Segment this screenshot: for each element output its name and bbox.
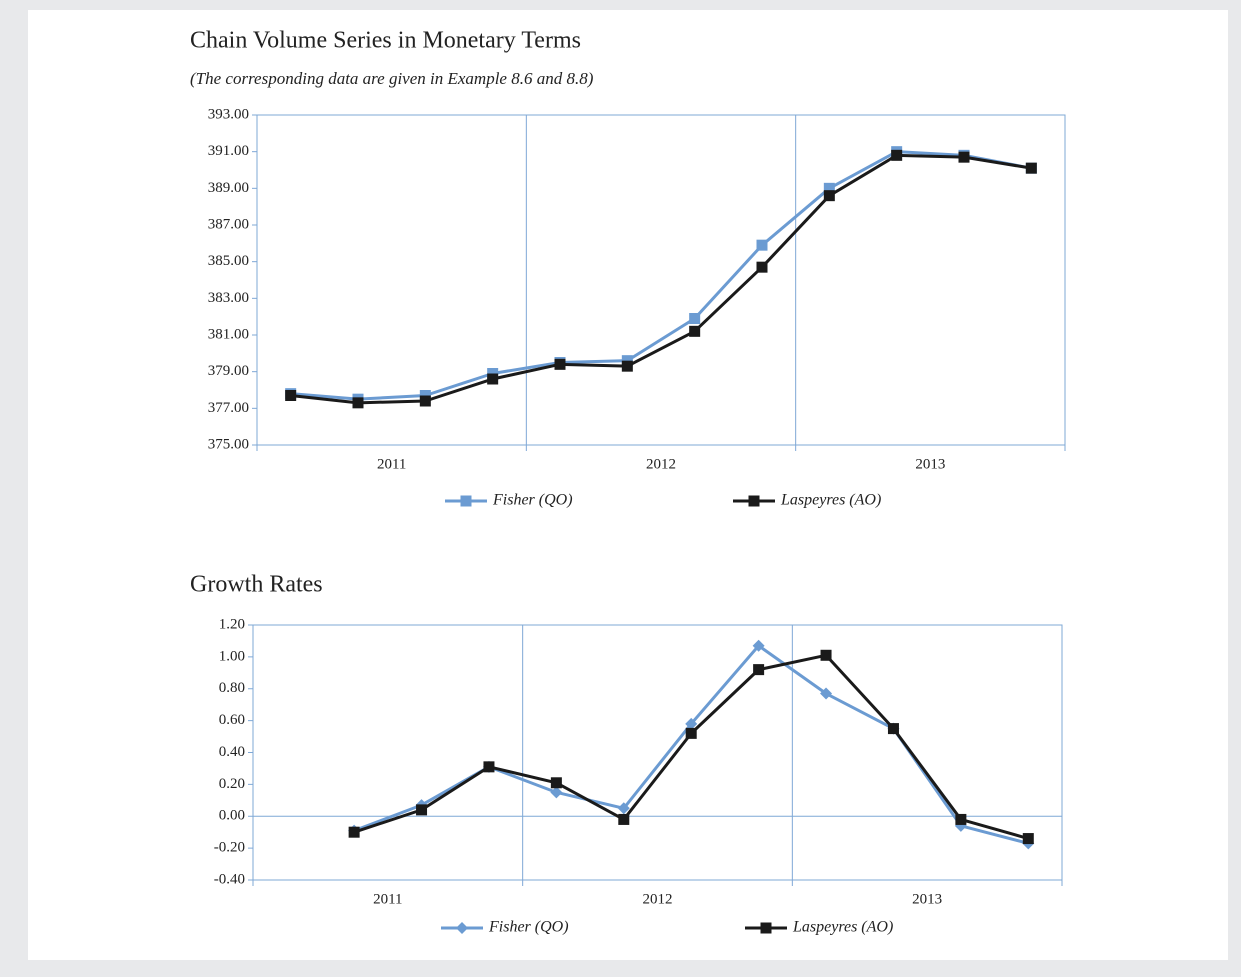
y-tick-label: 383.00 bbox=[208, 290, 249, 306]
x-tick-label: 2012 bbox=[643, 891, 673, 907]
y-tick-label: 375.00 bbox=[208, 436, 249, 452]
series-line bbox=[290, 150, 1032, 401]
y-tick-label: 0.20 bbox=[219, 776, 245, 792]
plot-area bbox=[256, 114, 1066, 446]
marker bbox=[483, 761, 495, 773]
legend-label: Laspeyres (AO) bbox=[792, 919, 893, 936]
chart-title: Growth Rates bbox=[190, 572, 323, 598]
legend-label: Laspeyres (AO) bbox=[780, 492, 881, 509]
chart-title: Chain Volume Series in Monetary Terms bbox=[190, 28, 581, 54]
x-tick-label: 2012 bbox=[646, 456, 676, 472]
marker bbox=[689, 313, 701, 324]
y-tick-label: 0.00 bbox=[219, 808, 245, 824]
chart-subtitle: (The corresponding data are given in Exa… bbox=[190, 69, 594, 88]
marker bbox=[285, 390, 297, 401]
x-tick-label: 2013 bbox=[915, 456, 945, 472]
series-line bbox=[290, 153, 1032, 405]
y-tick-label: -0.20 bbox=[214, 840, 245, 856]
y-tick-label: 379.00 bbox=[208, 363, 249, 379]
marker bbox=[621, 360, 633, 372]
x-tick-label: 2013 bbox=[912, 891, 942, 907]
marker bbox=[823, 190, 835, 202]
marker bbox=[419, 395, 431, 407]
marker bbox=[689, 325, 701, 337]
marker bbox=[685, 717, 698, 730]
legend-marker bbox=[456, 922, 468, 934]
marker bbox=[891, 149, 903, 161]
marker bbox=[550, 777, 562, 789]
y-tick-label: 0.80 bbox=[219, 680, 245, 696]
y-tick-label: 391.00 bbox=[208, 143, 249, 159]
marker bbox=[756, 239, 768, 251]
y-tick-label: -0.40 bbox=[214, 871, 245, 887]
marker bbox=[348, 826, 360, 838]
legend-marker bbox=[460, 495, 472, 507]
marker bbox=[416, 804, 428, 816]
marker bbox=[1022, 833, 1034, 845]
x-tick-label: 2011 bbox=[377, 456, 406, 472]
marker bbox=[554, 358, 566, 370]
marker bbox=[618, 813, 630, 825]
legend-label: Fisher (QO) bbox=[492, 492, 573, 509]
marker bbox=[753, 664, 765, 676]
marker bbox=[685, 727, 697, 739]
x-tick-label: 2011 bbox=[373, 891, 402, 907]
legend-label: Fisher (QO) bbox=[488, 919, 569, 936]
marker bbox=[958, 151, 970, 163]
marker bbox=[820, 649, 832, 661]
marker bbox=[550, 786, 563, 799]
marker bbox=[1025, 162, 1037, 174]
y-tick-label: 1.00 bbox=[219, 648, 245, 664]
y-tick-label: 0.40 bbox=[219, 744, 245, 760]
legend-marker bbox=[760, 922, 772, 934]
y-tick-label: 1.20 bbox=[219, 616, 245, 632]
marker bbox=[752, 639, 765, 652]
marker bbox=[487, 373, 499, 385]
y-tick-label: 381.00 bbox=[208, 326, 249, 342]
marker bbox=[820, 687, 833, 700]
y-tick-label: 389.00 bbox=[208, 180, 249, 196]
marker bbox=[823, 182, 835, 194]
marker bbox=[955, 813, 967, 825]
legend-marker bbox=[748, 495, 760, 507]
marker bbox=[756, 261, 768, 273]
y-tick-label: 385.00 bbox=[208, 253, 249, 269]
y-tick-label: 393.00 bbox=[208, 106, 249, 122]
y-tick-label: 0.60 bbox=[219, 712, 245, 728]
marker bbox=[887, 723, 899, 735]
marker bbox=[352, 397, 364, 409]
y-tick-label: 387.00 bbox=[208, 216, 249, 232]
y-tick-label: 377.00 bbox=[208, 400, 249, 416]
marker bbox=[617, 802, 630, 815]
